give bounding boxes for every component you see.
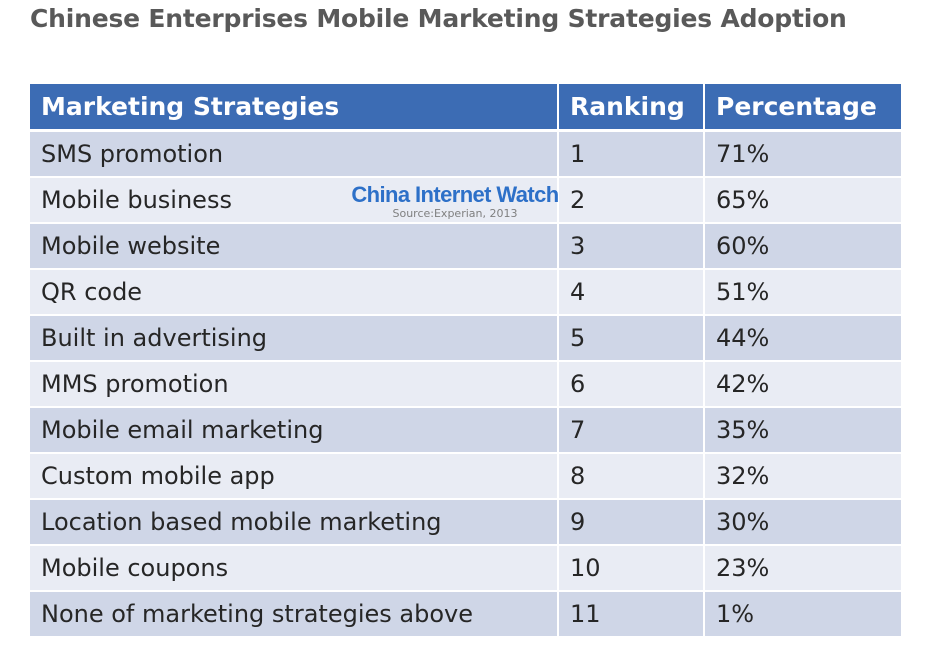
cell-ranking: 6 <box>558 361 705 408</box>
cell-strategy: Mobile coupons <box>30 545 559 592</box>
strategies-table: Marketing Strategies Ranking Percentage … <box>30 84 901 638</box>
cell-strategy: Mobile website <box>30 223 559 270</box>
column-header-strategies: Marketing Strategies <box>30 84 559 132</box>
table-body: SMS promotion 1 71% Mobile business 2 65% Mobi… <box>30 130 901 638</box>
cell-strategy: SMS promotion <box>30 130 559 178</box>
cell-ranking: 3 <box>558 223 705 270</box>
cell-ranking: 8 <box>558 453 705 500</box>
cell-ranking: 2 <box>558 177 705 224</box>
table-row: Mobile website 3 60% <box>30 223 901 270</box>
cell-ranking: 10 <box>558 545 705 592</box>
table-header-row: Marketing Strategies Ranking Percentage <box>30 84 901 132</box>
cell-ranking: 9 <box>558 499 705 546</box>
cell-ranking: 1 <box>558 130 705 178</box>
cell-ranking: 11 <box>558 591 705 638</box>
column-header-percentage: Percentage <box>704 84 901 132</box>
table-row: Mobile coupons 10 23% <box>30 545 901 592</box>
cell-ranking: 4 <box>558 269 705 316</box>
cell-percentage: 23% <box>704 545 901 592</box>
table-row: None of marketing strategies above 11 1% <box>30 591 901 638</box>
cell-percentage: 32% <box>704 453 901 500</box>
cell-percentage: 35% <box>704 407 901 454</box>
cell-strategy: Mobile email marketing <box>30 407 559 454</box>
cell-percentage: 71% <box>704 130 901 178</box>
cell-percentage: 1% <box>704 591 901 638</box>
table-row: Built in advertising 5 44% <box>30 315 901 362</box>
table-row: QR code 4 51% <box>30 269 901 316</box>
cell-strategy: MMS promotion <box>30 361 559 408</box>
table-row: Mobile email marketing 7 35% <box>30 407 901 454</box>
cell-percentage: 51% <box>704 269 901 316</box>
table-row: MMS promotion 6 42% <box>30 361 901 408</box>
cell-strategy: Built in advertising <box>30 315 559 362</box>
cell-percentage: 30% <box>704 499 901 546</box>
cell-percentage: 60% <box>704 223 901 270</box>
chart-title: Chinese Enterprises Mobile Marketing Str… <box>30 4 847 33</box>
cell-strategy: None of marketing strategies above <box>30 591 559 638</box>
cell-ranking: 7 <box>558 407 705 454</box>
cell-strategy: Mobile business <box>30 177 559 224</box>
cell-strategy: Location based mobile marketing <box>30 499 559 546</box>
cell-strategy: Custom mobile app <box>30 453 559 500</box>
cell-ranking: 5 <box>558 315 705 362</box>
table-row: SMS promotion 1 71% <box>30 130 901 178</box>
cell-percentage: 44% <box>704 315 901 362</box>
table-row: Location based mobile marketing 9 30% <box>30 499 901 546</box>
table-row: Custom mobile app 8 32% <box>30 453 901 500</box>
cell-strategy: QR code <box>30 269 559 316</box>
cell-percentage: 42% <box>704 361 901 408</box>
table-row: Mobile business 2 65% <box>30 177 901 224</box>
column-header-ranking: Ranking <box>558 84 705 132</box>
cell-percentage: 65% <box>704 177 901 224</box>
